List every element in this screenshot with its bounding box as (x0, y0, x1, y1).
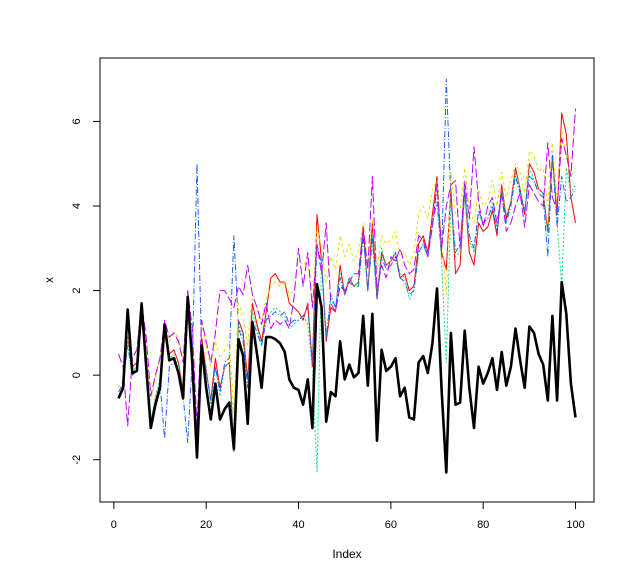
series-line-5 (118, 129, 576, 440)
x-tick-label: 0 (111, 519, 117, 531)
y-tick-label: 4 (71, 203, 83, 209)
series-line-2 (118, 112, 576, 452)
plot-frame (99, 57, 595, 503)
x-tick-label: 40 (292, 519, 304, 531)
y-axis: -2 0 2 4 6 (71, 118, 101, 465)
x-tick-label: 60 (385, 519, 397, 531)
series-line-6 (118, 108, 576, 427)
x-tick-label: 100 (566, 519, 584, 531)
x-tick-label: 20 (200, 519, 212, 531)
x-axis-title: Index (332, 547, 361, 561)
series-line-4 (118, 78, 576, 444)
x-axis: 0 20 40 60 80 100 (111, 501, 585, 531)
x-tick-label: 80 (477, 519, 489, 531)
series-layer (117, 78, 577, 474)
y-tick-label: 6 (71, 118, 83, 124)
y-tick-label: 2 (71, 288, 83, 294)
series-line-1 (117, 280, 577, 474)
y-axis-title: x (42, 277, 56, 283)
y-tick-label: -2 (71, 455, 83, 465)
y-tick-label: 0 (71, 372, 83, 378)
